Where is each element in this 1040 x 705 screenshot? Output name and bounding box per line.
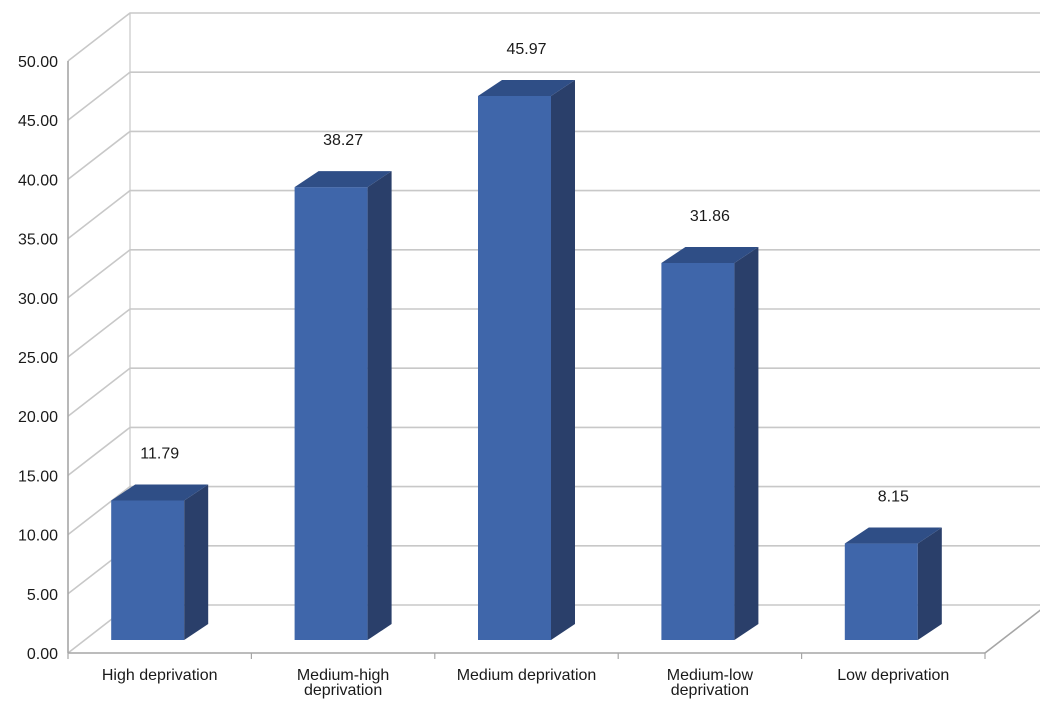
floor-right-edge <box>984 609 1040 654</box>
y-tick-label: 10.00 <box>18 528 58 545</box>
y-tick-label: 20.00 <box>18 409 58 426</box>
y-tick-label: 30.00 <box>18 291 58 308</box>
bar <box>294 171 392 640</box>
x-tick-label: Low deprivation <box>837 667 949 684</box>
y-tick-label: 40.00 <box>18 172 58 189</box>
x-tick-label: Medium deprivation <box>457 667 597 684</box>
y-tick-label: 50.00 <box>18 54 58 71</box>
bar-side <box>734 246 759 641</box>
x-tick-label: High deprivation <box>102 667 218 684</box>
x-tick-label: Medium-low <box>667 667 754 684</box>
bar <box>478 80 575 640</box>
bar-side <box>367 171 392 640</box>
x-tick-label: deprivation <box>304 682 382 699</box>
bar-front <box>478 96 551 640</box>
y-axis-ticks: 0.00 5.00 10.00 15.00 20.00 25.00 30.00 35.00 40… <box>18 54 58 663</box>
bar-side <box>551 80 575 640</box>
data-labels: 11.79 38.27 45.97 31.86 8.15 <box>140 41 909 506</box>
bar-top <box>844 527 942 544</box>
bar <box>111 484 209 640</box>
bar-side <box>184 484 209 640</box>
bar-side <box>917 527 942 640</box>
data-label: 31.86 <box>690 208 730 225</box>
y-tick-label: 45.00 <box>18 113 58 130</box>
data-label: 38.27 <box>323 132 363 149</box>
x-axis-labels: High deprivation Medium-highdeprivationMe… <box>102 667 949 699</box>
data-label: 45.97 <box>506 41 546 58</box>
x-tick-label: Medium-high <box>297 667 389 684</box>
y-tick-label: 35.00 <box>18 232 58 249</box>
bar-front <box>294 187 368 640</box>
bar <box>661 246 759 641</box>
bar-front <box>661 262 735 640</box>
bar-top <box>111 484 209 501</box>
y-tick-label: 5.00 <box>27 587 58 604</box>
data-label: 11.79 <box>140 445 179 462</box>
bar-top <box>478 80 575 96</box>
y-tick-label: 25.00 <box>18 350 58 367</box>
bar-top <box>661 246 759 263</box>
bars <box>111 80 942 641</box>
bar-front <box>111 500 185 640</box>
data-label: 8.15 <box>878 489 909 506</box>
bar <box>844 527 942 640</box>
y-tick-label: 15.00 <box>18 468 58 485</box>
gridline <box>67 12 1040 62</box>
bar-top <box>294 171 392 188</box>
bar-front <box>844 543 918 640</box>
y-tick-label: 0.00 <box>27 646 58 663</box>
x-tick-label: deprivation <box>671 682 749 699</box>
